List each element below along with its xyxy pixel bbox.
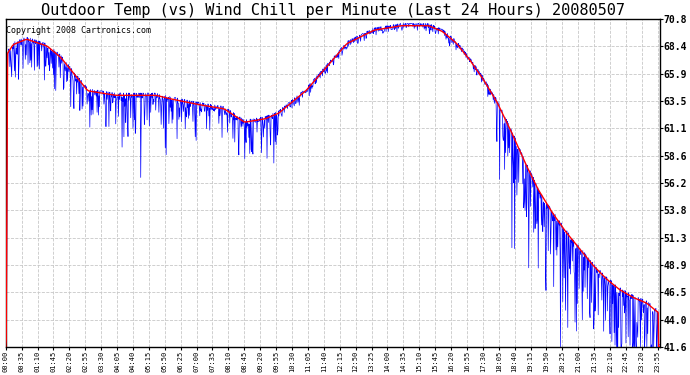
Text: Copyright 2008 Cartronics.com: Copyright 2008 Cartronics.com (6, 26, 151, 34)
Title: Outdoor Temp (vs) Wind Chill per Minute (Last 24 Hours) 20080507: Outdoor Temp (vs) Wind Chill per Minute … (41, 3, 624, 18)
